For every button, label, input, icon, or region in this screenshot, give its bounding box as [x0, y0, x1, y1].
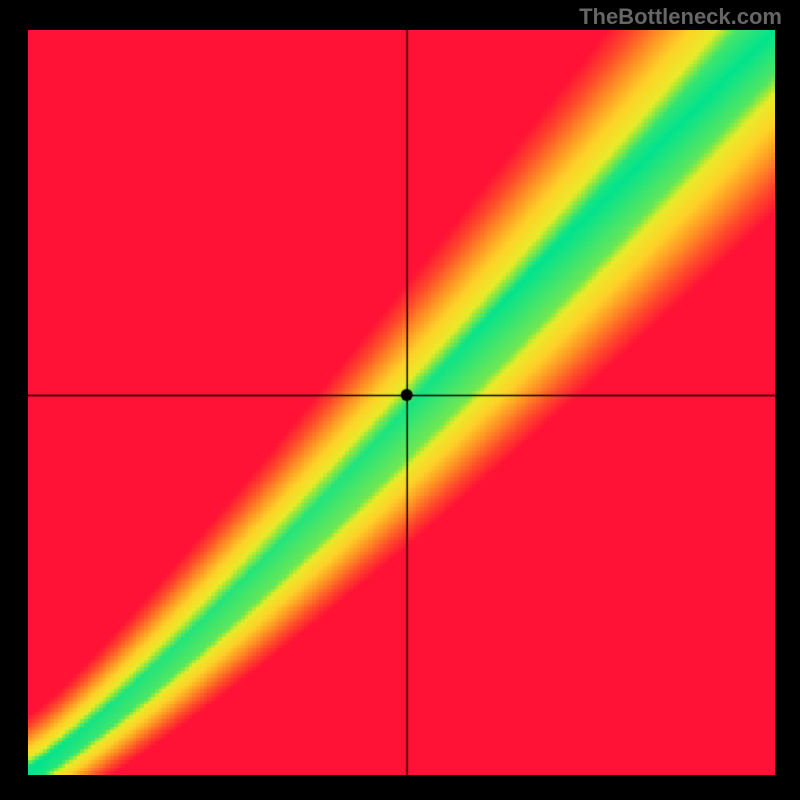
chart-container: TheBottleneck.com	[0, 0, 800, 800]
bottleneck-heatmap	[28, 30, 775, 775]
watermark-label: TheBottleneck.com	[579, 4, 782, 30]
